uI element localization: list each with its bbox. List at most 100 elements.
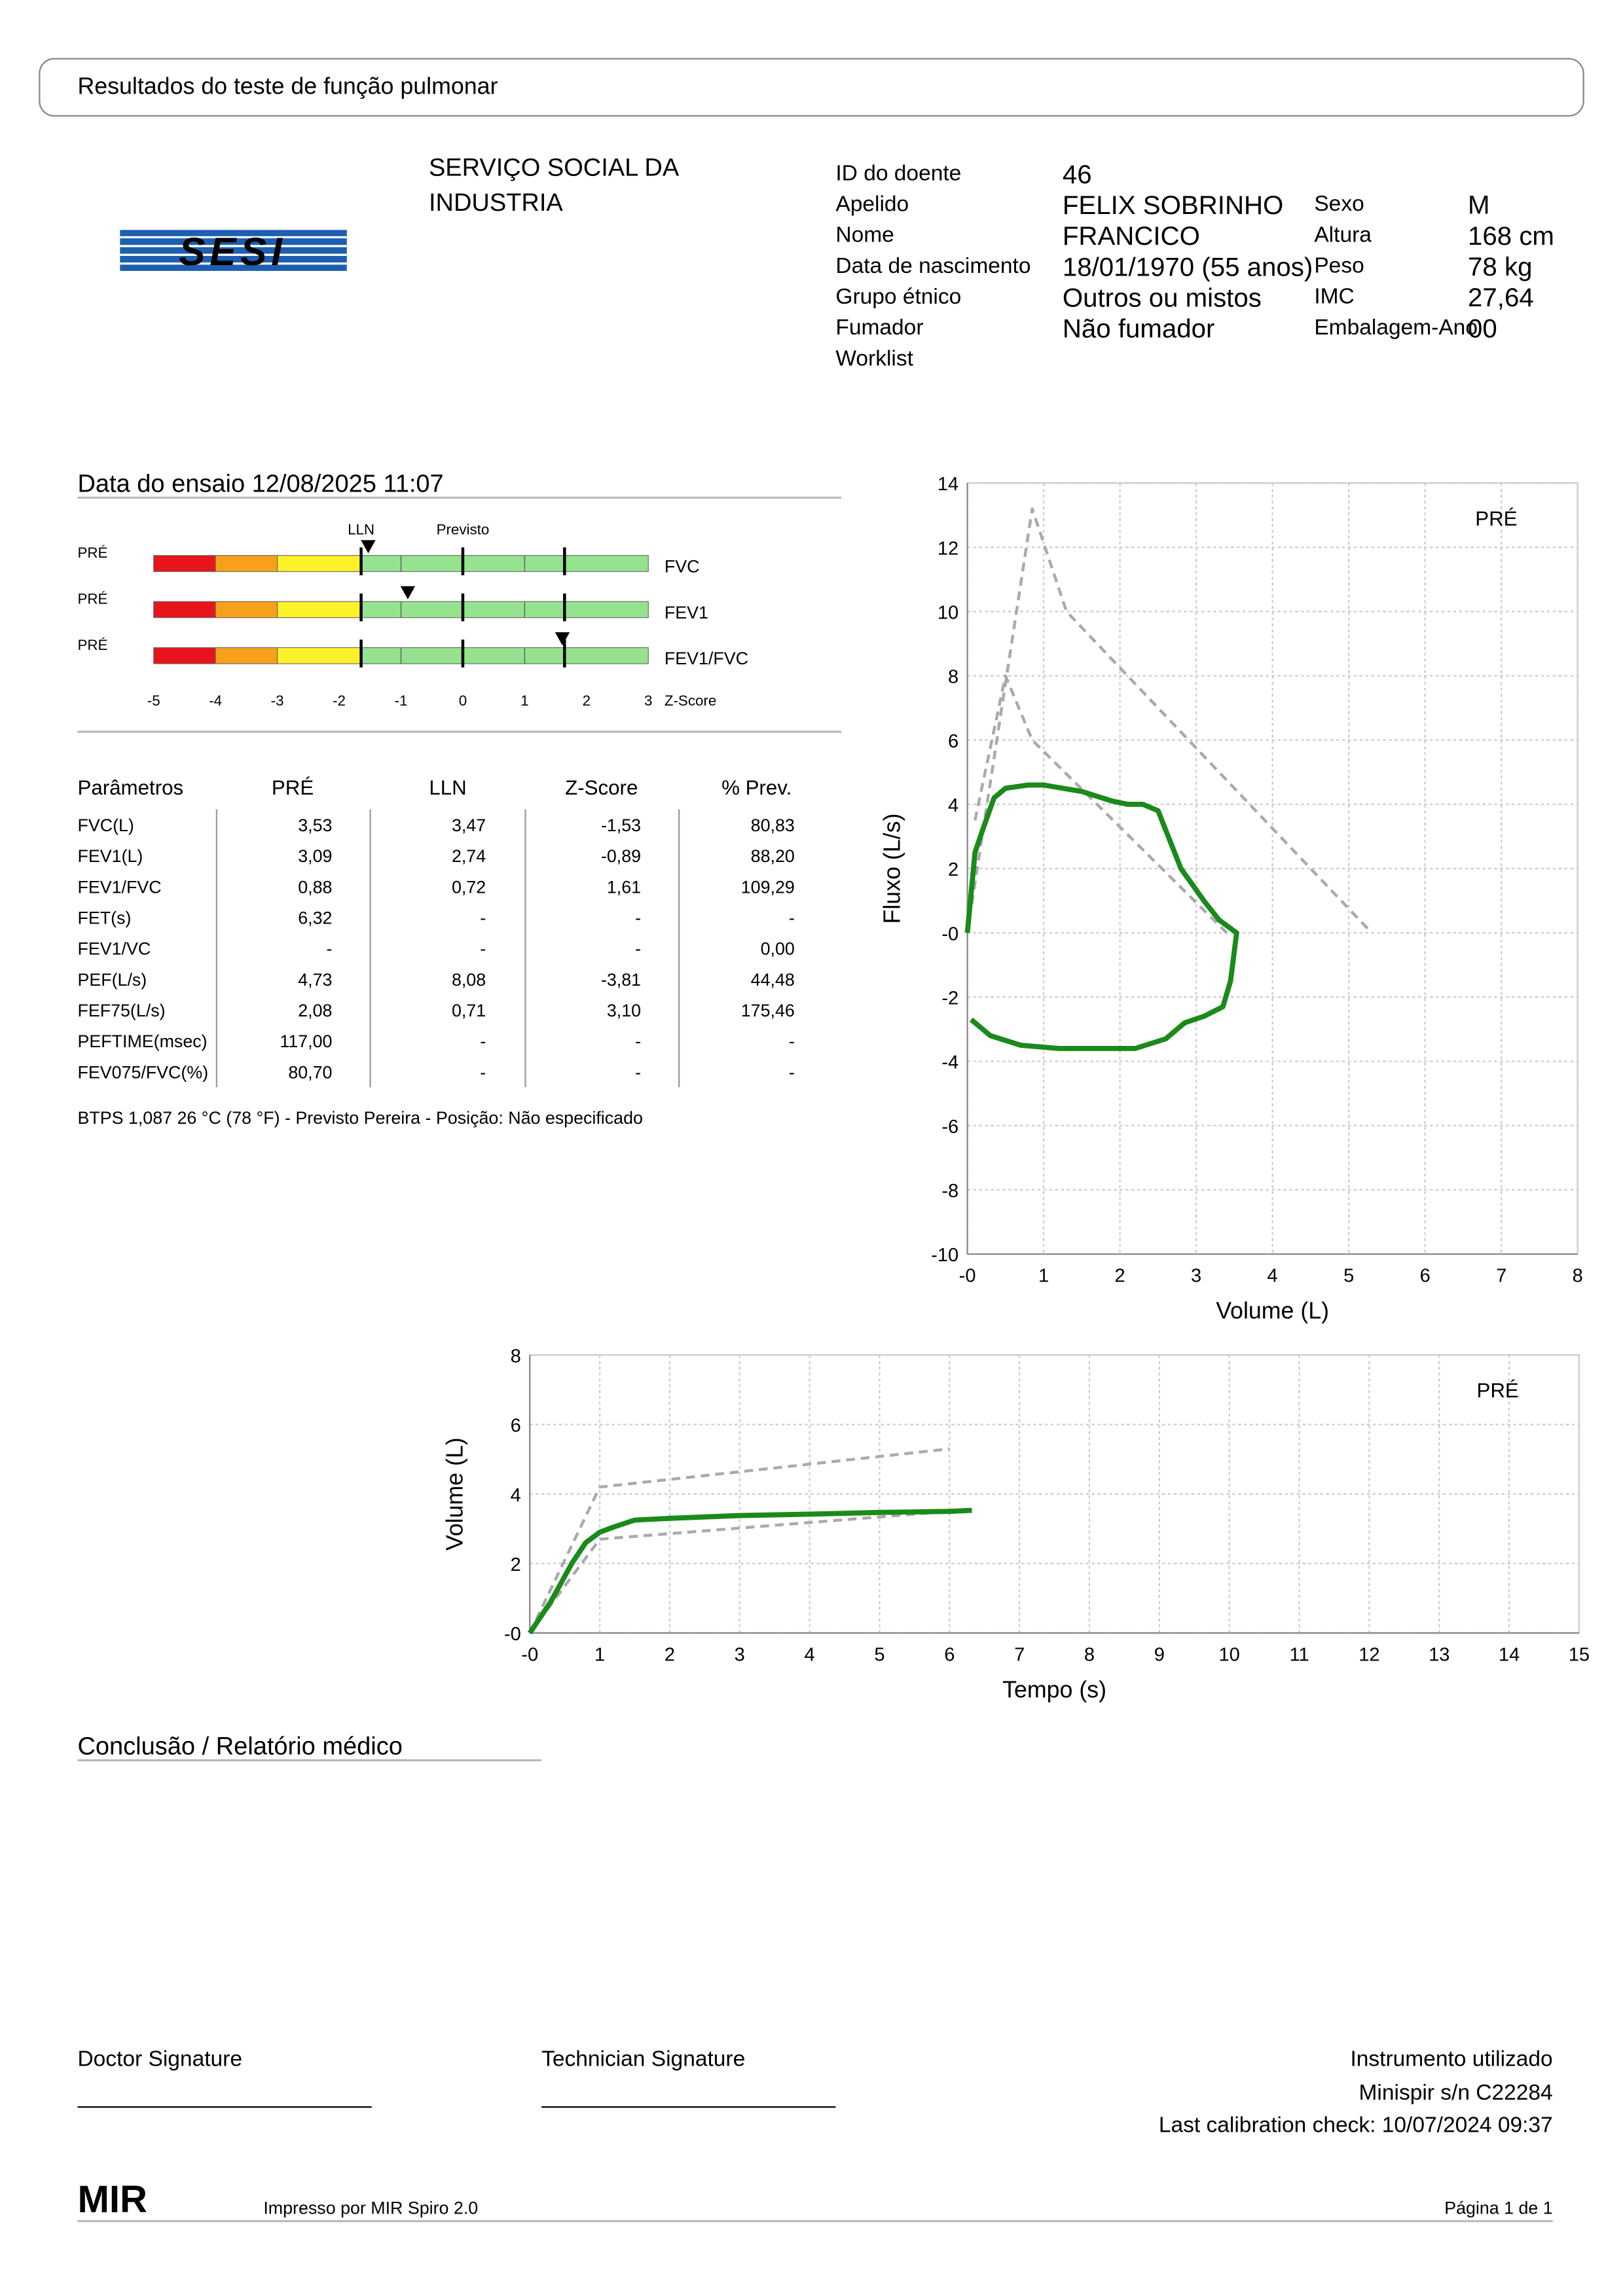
x-axis-label: Tempo (s) — [1002, 1676, 1106, 1702]
x-tick-label: 12 — [1359, 1644, 1379, 1665]
table-cell: 1,61 — [607, 877, 641, 897]
table-cell: 3,53 — [298, 816, 332, 835]
table-cell: - — [635, 939, 641, 959]
z-band — [277, 601, 362, 619]
y-tick-label: 4 — [948, 795, 958, 816]
z-band — [215, 555, 278, 572]
row-tag: PRÉ — [77, 590, 107, 607]
z-tick-label: -5 — [147, 692, 160, 709]
y-tick-label: 14 — [938, 474, 958, 495]
x-tick-label: 2 — [665, 1644, 675, 1665]
table-header: Z-Score — [565, 776, 638, 799]
x-tick-label: 3 — [1191, 1266, 1201, 1287]
legend-label: PRÉ — [1475, 507, 1517, 530]
table-cell: - — [635, 908, 641, 928]
table-cell: 0,71 — [452, 1001, 486, 1020]
field-value: 168 cm — [1468, 221, 1554, 251]
y-tick-label: 10 — [938, 603, 958, 624]
table-cell: - — [635, 1062, 641, 1082]
table-cell: 80,70 — [288, 1062, 332, 1082]
z-band — [361, 647, 649, 664]
y-tick-label: 8 — [948, 667, 958, 688]
parameter-name: FET(s) — [77, 908, 131, 928]
x-tick-label: 11 — [1289, 1644, 1309, 1665]
lln-label: LLN — [348, 521, 374, 537]
data-line — [966, 507, 1373, 934]
table-cell: -3,81 — [601, 970, 641, 990]
conclusion-title: Conclusão / Relatório médico — [77, 1733, 402, 1761]
table-header: PRÉ — [272, 776, 314, 799]
x-tick-label: 7 — [1014, 1644, 1025, 1665]
x-tick-label: -0 — [521, 1644, 538, 1665]
sesi-logo — [120, 230, 347, 271]
predicted-label: Previsto — [437, 521, 490, 537]
x-tick-label: 2 — [1115, 1266, 1125, 1287]
data-line — [528, 1447, 950, 1634]
z-band — [153, 555, 216, 572]
doctor-signature: Doctor Signature — [77, 2047, 242, 2072]
z-band — [153, 647, 216, 664]
table-cell: - — [480, 1062, 486, 1082]
instrument-device: Minispir s/n C22284 — [1359, 2081, 1553, 2105]
data-line — [964, 782, 1239, 1051]
field-label: Fumador — [835, 315, 923, 340]
table-cell: 2,74 — [452, 846, 486, 866]
field-value: 78 kg — [1468, 252, 1532, 281]
calibration-check: Last calibration check: 10/07/2024 09:37 — [1159, 2113, 1553, 2137]
row-name: FVC — [665, 556, 700, 576]
table-cell: 0,00 — [761, 939, 795, 959]
table-cell: 3,10 — [607, 1001, 641, 1020]
z-band — [215, 601, 278, 619]
y-tick-label: 4 — [511, 1485, 521, 1506]
x-tick-label: 8 — [1573, 1266, 1583, 1287]
field-value: Outros ou mistos — [1063, 283, 1262, 312]
field-label: Altura — [1314, 223, 1372, 247]
x-tick-label: 14 — [1499, 1644, 1520, 1665]
table-cell: 88,20 — [751, 846, 795, 866]
logo-text: SESI — [179, 229, 286, 274]
y-axis-label: Volume (L) — [441, 1437, 467, 1551]
field-label: Embalagem-Ano — [1314, 315, 1478, 340]
table-cell: 8,08 — [452, 970, 486, 990]
field-label: Sexo — [1314, 192, 1364, 216]
z-tick-label: 3 — [644, 692, 652, 709]
table-cell: -0,89 — [601, 846, 641, 866]
field-value: 18/01/1970 (55 anos) — [1063, 252, 1313, 281]
x-tick-label: 5 — [1343, 1266, 1354, 1287]
table-cell: 3,09 — [298, 846, 332, 866]
table-note: BTPS 1,087 26 °C (78 °F) - Previsto Pere… — [77, 1108, 642, 1128]
table-cell: - — [480, 939, 486, 959]
field-value: Não fumador — [1063, 314, 1215, 344]
y-tick-label: -4 — [941, 1052, 958, 1073]
data-line — [527, 1507, 972, 1635]
y-tick-label: -6 — [941, 1117, 958, 1138]
table-cell: 80,83 — [751, 816, 795, 835]
parameter-name: FEF75(L/s) — [77, 1001, 165, 1020]
table-cell: 44,48 — [751, 970, 795, 990]
y-tick-label: 2 — [511, 1554, 521, 1575]
y-tick-label: 6 — [948, 731, 958, 752]
technician-signature: Technician Signature — [541, 2047, 745, 2072]
y-tick-label: 2 — [948, 859, 958, 880]
z-band — [361, 555, 649, 572]
table-header: Parâmetros — [77, 776, 183, 799]
table-cell: 2,08 — [298, 1001, 332, 1020]
table-header: LLN — [429, 776, 466, 799]
parameter-name: FEV1/FVC — [77, 877, 161, 897]
z-band — [277, 647, 362, 664]
parameter-name: FEV1/VC — [77, 939, 151, 959]
field-value: FELIX SOBRINHO — [1063, 190, 1283, 220]
table-cell: - — [480, 908, 486, 928]
field-value: 46 — [1063, 160, 1092, 189]
parameter-name: FEV075/FVC(%) — [77, 1062, 208, 1082]
table-cell: 0,72 — [452, 877, 486, 897]
report-title: Resultados do teste de função pulmonar — [77, 73, 498, 99]
table-cell: -1,53 — [601, 816, 641, 835]
table-header: % Prev. — [721, 776, 792, 799]
mir-logo: MIR — [77, 2178, 147, 2221]
y-tick-label: -8 — [941, 1181, 958, 1202]
y-tick-label: 12 — [938, 538, 958, 559]
table-cell: - — [326, 939, 332, 959]
table-cell: - — [789, 1062, 795, 1082]
